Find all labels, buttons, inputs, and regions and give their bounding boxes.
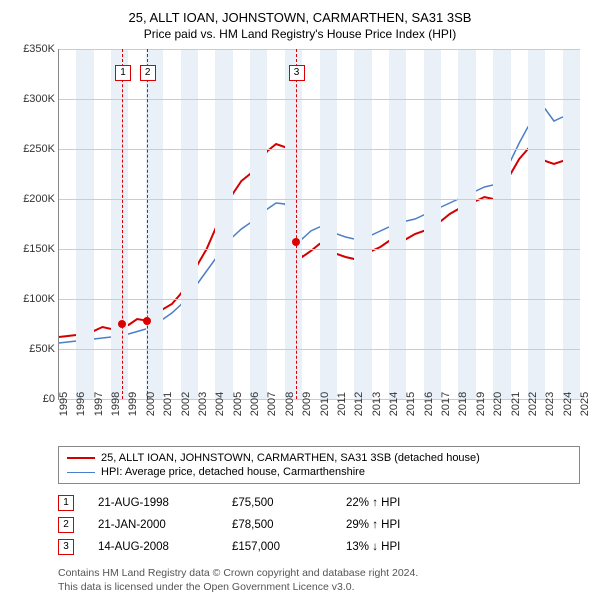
chart-legend: 25, ALLT IOAN, JOHNSTOWN, CARMARTHEN, SA… <box>58 446 580 484</box>
event-price: £75,500 <box>232 497 322 509</box>
x-tick-label: 2000 <box>145 392 157 416</box>
x-tick-label: 2025 <box>579 392 591 416</box>
x-tick-label: 2008 <box>284 392 296 416</box>
y-tick-label: £150K <box>11 243 55 255</box>
x-tick-label: 2001 <box>162 392 174 416</box>
event-marker-box: 3 <box>58 539 74 555</box>
chart-title: 25, ALLT IOAN, JOHNSTOWN, CARMARTHEN, SA… <box>10 10 590 25</box>
event-dot-icon <box>292 238 300 246</box>
y-tick-label: £250K <box>11 143 55 155</box>
event-row: 2 21-JAN-2000 £78,500 29% ↑ HPI <box>58 514 580 536</box>
x-axis-ticks: 1995199619971998199920002001200220032004… <box>58 400 580 440</box>
y-tick-label: £50K <box>11 343 55 355</box>
caption-line: Contains HM Land Registry data © Crown c… <box>58 566 580 580</box>
chart-caption: Contains HM Land Registry data © Crown c… <box>58 566 580 594</box>
y-tick-label: £200K <box>11 193 55 205</box>
caption-line: This data is licensed under the Open Gov… <box>58 580 580 594</box>
x-tick-label: 2010 <box>319 392 331 416</box>
x-tick-label: 2017 <box>440 392 452 416</box>
price-chart: 25, ALLT IOAN, JOHNSTOWN, CARMARTHEN, SA… <box>10 10 590 594</box>
event-dot-icon <box>143 317 151 325</box>
event-dot-icon <box>118 320 126 328</box>
chart-subtitle: Price paid vs. HM Land Registry's House … <box>10 27 590 41</box>
event-row: 1 21-AUG-1998 £75,500 22% ↑ HPI <box>58 492 580 514</box>
event-delta: 22% ↑ HPI <box>346 497 446 509</box>
event-price: £78,500 <box>232 519 322 531</box>
x-tick-label: 1996 <box>75 392 87 416</box>
x-tick-label: 2004 <box>214 392 226 416</box>
event-vline <box>122 49 123 399</box>
legend-label: 25, ALLT IOAN, JOHNSTOWN, CARMARTHEN, SA… <box>101 452 480 464</box>
x-tick-label: 1997 <box>93 392 105 416</box>
x-tick-label: 2003 <box>197 392 209 416</box>
x-tick-label: 2012 <box>353 392 365 416</box>
event-marker-box: 2 <box>58 517 74 533</box>
event-marker-box: 1 <box>58 495 74 511</box>
y-tick-label: £350K <box>11 43 55 55</box>
plot-area: £0£50K£100K£150K£200K£250K£300K£350K123 <box>58 49 580 400</box>
y-tick-label: £0 <box>11 393 55 405</box>
event-row: 3 14-AUG-2008 £157,000 13% ↓ HPI <box>58 536 580 558</box>
x-tick-label: 2005 <box>232 392 244 416</box>
x-tick-label: 1999 <box>127 392 139 416</box>
x-tick-label: 2016 <box>423 392 435 416</box>
x-tick-label: 2022 <box>527 392 539 416</box>
legend-item-property: 25, ALLT IOAN, JOHNSTOWN, CARMARTHEN, SA… <box>67 451 571 465</box>
event-vline <box>296 49 297 399</box>
x-tick-label: 2009 <box>301 392 313 416</box>
events-table: 1 21-AUG-1998 £75,500 22% ↑ HPI 2 21-JAN-2000… <box>58 492 580 558</box>
event-marker-box: 3 <box>289 65 305 81</box>
legend-label: HPI: Average price, detached house, Carm… <box>101 466 365 478</box>
x-tick-label: 1995 <box>58 392 70 416</box>
event-delta: 13% ↓ HPI <box>346 541 446 553</box>
x-tick-label: 2024 <box>562 392 574 416</box>
x-tick-label: 2006 <box>249 392 261 416</box>
x-tick-label: 1998 <box>110 392 122 416</box>
event-marker-box: 1 <box>115 65 131 81</box>
event-date: 21-JAN-2000 <box>98 519 208 531</box>
event-marker-box: 2 <box>140 65 156 81</box>
event-date: 21-AUG-1998 <box>98 497 208 509</box>
legend-line-icon <box>67 457 95 459</box>
y-tick-label: £100K <box>11 293 55 305</box>
x-tick-label: 2011 <box>336 392 348 416</box>
y-tick-label: £300K <box>11 93 55 105</box>
event-date: 14-AUG-2008 <box>98 541 208 553</box>
x-tick-label: 2013 <box>371 392 383 416</box>
x-tick-label: 2018 <box>457 392 469 416</box>
x-tick-label: 2023 <box>544 392 556 416</box>
x-tick-label: 2014 <box>388 392 400 416</box>
event-price: £157,000 <box>232 541 322 553</box>
x-tick-label: 2021 <box>510 392 522 416</box>
x-tick-label: 2015 <box>405 392 417 416</box>
event-delta: 29% ↑ HPI <box>346 519 446 531</box>
x-tick-label: 2007 <box>266 392 278 416</box>
x-tick-label: 2020 <box>492 392 504 416</box>
legend-item-hpi: HPI: Average price, detached house, Carm… <box>67 465 571 479</box>
x-tick-label: 2019 <box>475 392 487 416</box>
event-vline <box>147 49 148 399</box>
x-tick-label: 2002 <box>180 392 192 416</box>
legend-line-icon <box>67 472 95 473</box>
